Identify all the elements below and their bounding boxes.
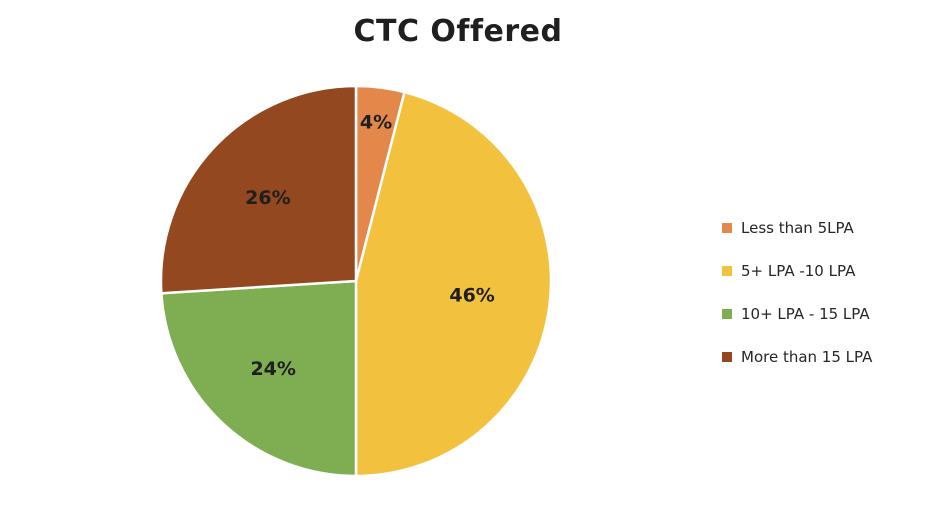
- legend-swatch: [722, 222, 732, 233]
- legend-item: More than 15 LPA: [722, 335, 932, 378]
- slice-label-more-than-15-lpa: 26%: [245, 187, 290, 209]
- legend-item: 5+ LPA -10 LPA: [722, 249, 932, 292]
- pie-slice-10-lpa-15-lpa: [160, 279, 358, 478]
- pie-slice-labels: 4% 46% 24% 26%: [245, 111, 495, 380]
- legend-swatch: [722, 351, 732, 362]
- legend-label: More than 15 LPA: [741, 347, 873, 366]
- legend-label: Less than 5LPA: [741, 218, 854, 237]
- legend-item: Less than 5LPA: [722, 206, 932, 249]
- slice-label-10-lpa-15-lpa: 24%: [250, 358, 295, 380]
- slice-label-5-lpa-10-lpa: 46%: [449, 285, 494, 307]
- pie-slices: [159, 84, 553, 478]
- chart-legend: Less than 5LPA 5+ LPA -10 LPA 10+ LPA - …: [722, 206, 932, 378]
- slice-label-less-than-5lpa: 4%: [360, 111, 392, 133]
- legend-swatch: [722, 308, 732, 319]
- legend-label: 5+ LPA -10 LPA: [741, 261, 856, 280]
- legend-item: 10+ LPA - 15 LPA: [722, 292, 932, 335]
- legend-swatch: [722, 265, 732, 276]
- pie-slice-5-lpa-10-lpa: [354, 90, 553, 478]
- pie-slice-more-than-15-lpa: [159, 84, 358, 295]
- chart-title: CTC Offered: [353, 14, 563, 49]
- legend-label: 10+ LPA - 15 LPA: [741, 304, 870, 323]
